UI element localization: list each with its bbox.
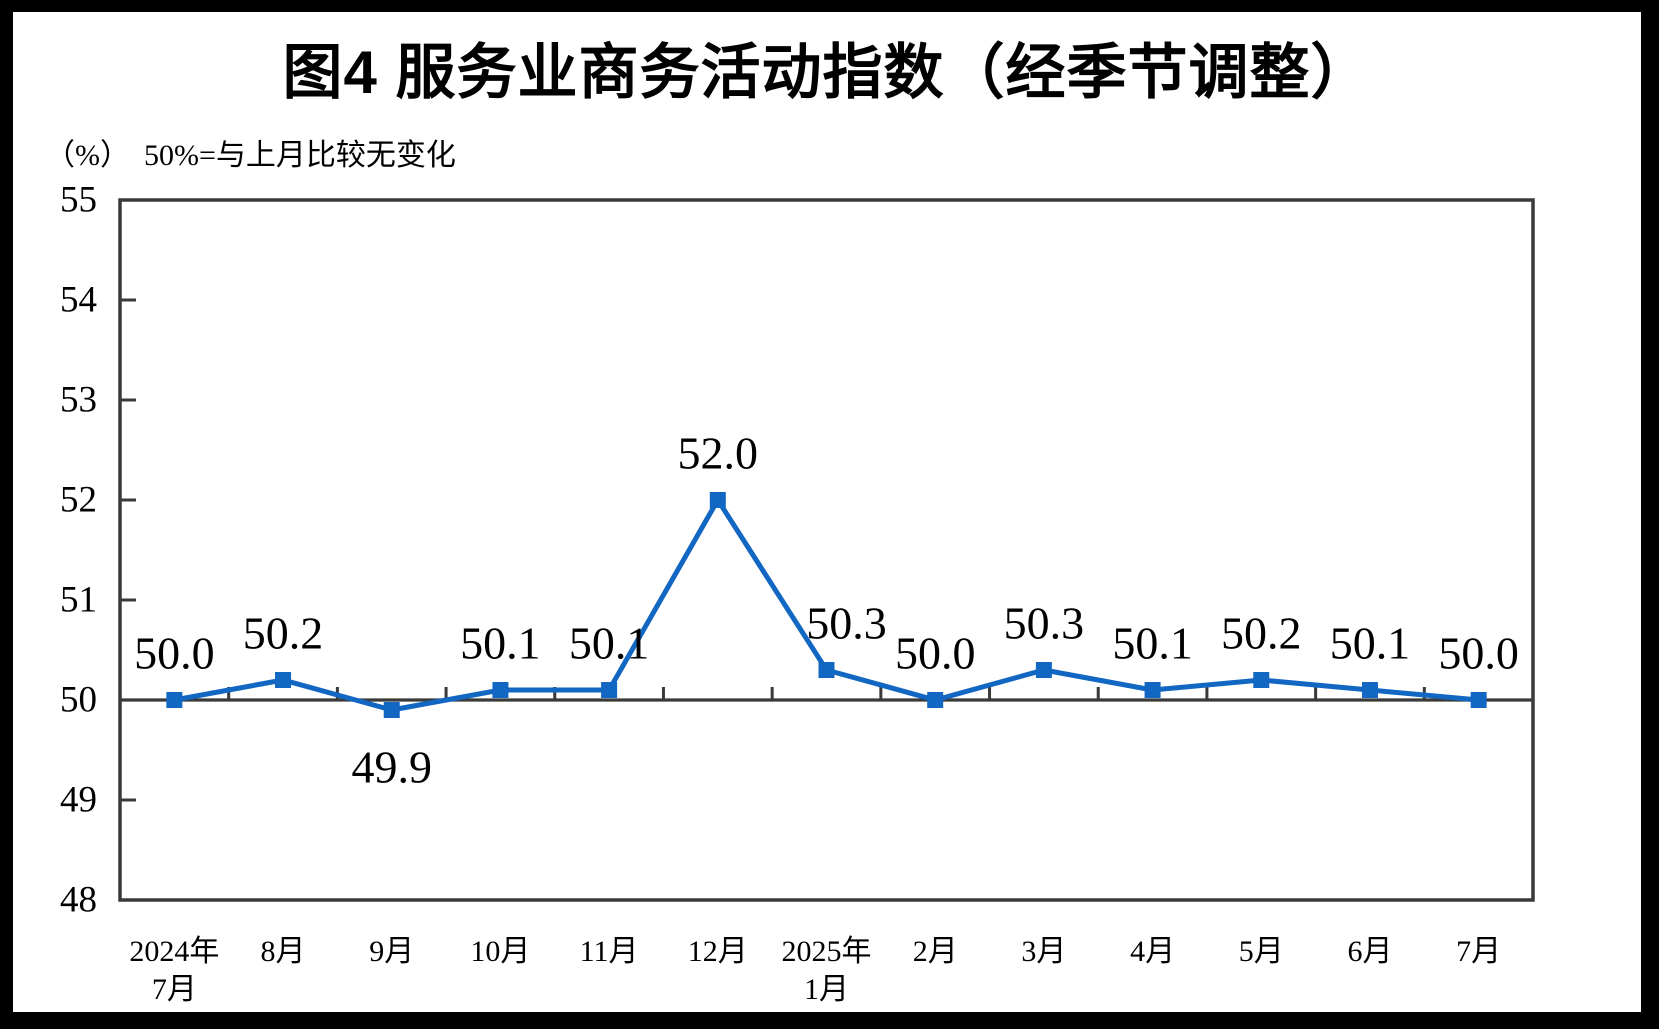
data-point-label: 50.0 <box>1438 628 1519 679</box>
y-axis-tick-label: 54 <box>60 280 97 321</box>
y-axis-tick-label: 51 <box>60 580 97 621</box>
x-axis-category-label: 8月 <box>261 935 306 968</box>
y-axis-tick-label: 50 <box>60 680 97 721</box>
data-point-label: 50.2 <box>243 608 324 659</box>
y-axis-tick-label: 55 <box>60 180 97 221</box>
data-point-label: 50.1 <box>569 618 650 669</box>
data-point-label: 50.3 <box>806 598 887 649</box>
data-point-marker <box>275 672 292 688</box>
unit-label: （%） <box>45 139 130 172</box>
chart-title: 图4 服务业商务活动指数（经季节调整） <box>282 39 1372 106</box>
data-point-marker <box>1470 692 1487 708</box>
x-axis-category-label: 12月 <box>688 935 748 968</box>
data-point-marker <box>383 702 400 718</box>
data-point-marker <box>601 682 618 698</box>
plot-border <box>118 198 1535 902</box>
data-point-marker <box>818 662 835 678</box>
reference-note: 50%=与上月比较无变化 <box>144 139 456 172</box>
x-axis-category-label: 3月 <box>1021 935 1066 968</box>
data-point-marker <box>709 492 726 508</box>
data-point-marker <box>1253 672 1270 688</box>
x-axis-category-label: 2024年 7月 <box>129 935 219 1006</box>
data-point-label: 50.1 <box>1112 618 1193 669</box>
data-point-label: 50.0 <box>134 628 215 679</box>
x-axis-category-label: 6月 <box>1347 935 1392 968</box>
data-point-marker <box>1035 662 1052 678</box>
x-axis-category-label: 11月 <box>580 935 639 968</box>
chart-canvas: 图4 服务业商务活动指数（经季节调整） （%） 50%=与上月比较无变化 <box>13 12 1641 1012</box>
y-axis-tick-label: 49 <box>60 780 97 821</box>
x-axis-category-label: 9月 <box>369 935 414 968</box>
data-point-marker <box>166 692 183 708</box>
y-axis-tick-label: 48 <box>60 880 97 921</box>
x-axis-category-label: 2月 <box>913 935 958 968</box>
data-point-marker <box>1144 682 1161 698</box>
data-point-marker <box>927 692 944 708</box>
x-axis-category-label: 5月 <box>1239 935 1284 968</box>
axis-unit-note: （%） 50%=与上月比较无变化 <box>45 130 456 174</box>
data-point-label: 49.9 <box>351 742 432 793</box>
data-point-label: 50.3 <box>1004 598 1085 649</box>
x-axis-category-label: 10月 <box>470 935 530 968</box>
data-point-marker <box>1361 682 1378 698</box>
y-axis-tick-label: 52 <box>60 480 97 521</box>
data-point-label: 52.0 <box>678 428 759 479</box>
data-point-marker <box>492 682 509 698</box>
y-axis-tick-label: 53 <box>60 380 97 421</box>
data-point-label: 50.1 <box>1330 618 1411 669</box>
x-axis-category-label: 4月 <box>1130 935 1175 968</box>
data-point-label: 50.2 <box>1221 608 1302 659</box>
x-axis-category-label: 7月 <box>1456 935 1501 968</box>
data-point-label: 50.0 <box>895 628 976 679</box>
x-axis-category-label: 2025年 1月 <box>782 935 872 1006</box>
data-point-label: 50.1 <box>460 618 541 669</box>
